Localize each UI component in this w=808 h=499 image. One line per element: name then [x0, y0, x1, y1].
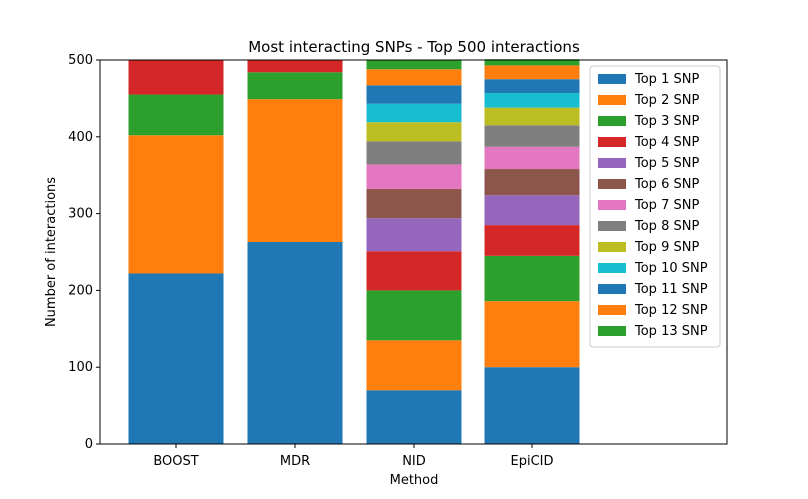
legend-swatch [598, 74, 626, 84]
bars-group [128, 59, 580, 444]
legend-label: Top 8 SNP [634, 219, 699, 234]
legend-swatch [598, 284, 626, 294]
bar-segment [366, 390, 462, 444]
bar-segment [366, 164, 462, 190]
bar-segment [247, 99, 343, 243]
y-tick-label: 400 [68, 130, 93, 145]
y-tick-label: 500 [68, 53, 93, 68]
legend-label: Top 7 SNP [634, 198, 699, 213]
chart-title: Most interacting SNPs - Top 500 interact… [248, 38, 580, 56]
bar-segment [484, 169, 580, 196]
y-axis: 0 100 200 300 400 500 [68, 53, 100, 452]
legend-label: Top 9 SNP [634, 240, 699, 255]
bar-segment [366, 60, 462, 70]
bar-segment [366, 85, 462, 104]
bar-segment [484, 301, 580, 368]
legend-swatch [598, 137, 626, 147]
legend-label: Top 1 SNP [634, 72, 699, 87]
bar-segment [366, 122, 462, 142]
legend-label: Top 6 SNP [634, 177, 699, 192]
y-tick-label: 0 [85, 437, 93, 452]
x-tick-label: MDR [280, 454, 310, 469]
legend-swatch [598, 116, 626, 126]
bar-segment [484, 125, 580, 147]
bar-segment [484, 195, 580, 226]
bar-segment [484, 255, 580, 302]
bar-segment [247, 60, 343, 73]
bar-segment [128, 94, 224, 136]
legend-swatch [598, 263, 626, 273]
y-tick-label: 100 [68, 360, 93, 375]
legend-label: Top 2 SNP [634, 93, 699, 108]
bar-segment [366, 69, 462, 86]
legend-swatch [598, 326, 626, 336]
bar-segment [366, 218, 462, 252]
bar-segment [484, 65, 580, 80]
bar-segment [484, 107, 580, 126]
bar-segment [366, 290, 462, 341]
bar-segment [484, 367, 580, 444]
bar-segment [366, 141, 462, 165]
y-axis-label: Number of interactions [44, 177, 59, 327]
bar-segment [366, 189, 462, 219]
x-tick-label: NID [402, 454, 426, 469]
x-tick-label: EpiCID [511, 454, 554, 469]
legend-box [589, 65, 721, 348]
legend-swatch [598, 158, 626, 168]
legend: Top 1 SNP Top 2 SNP Top 3 SNP Top 4 SNP Top … [589, 65, 721, 348]
legend-label: Top 11 SNP [634, 282, 708, 297]
x-axis-label: Method [390, 473, 439, 488]
legend-swatch [598, 242, 626, 252]
legend-swatch [598, 95, 626, 105]
plot-frame [99, 59, 728, 445]
legend-swatch [598, 305, 626, 315]
legend-swatch [598, 200, 626, 210]
bar-segment [366, 251, 462, 291]
y-tick-label: 200 [68, 283, 93, 298]
bar-segment [366, 340, 462, 391]
legend-label: Top 4 SNP [634, 135, 699, 150]
bar-segment [128, 135, 224, 274]
bar-segment [247, 242, 343, 444]
legend-swatch [598, 179, 626, 189]
bar-segment [484, 93, 580, 108]
legend-label: Top 13 SNP [634, 324, 708, 339]
bar-segment [484, 59, 580, 66]
legend-swatch [598, 221, 626, 231]
bar-segment [484, 146, 580, 170]
legend-label: Top 3 SNP [634, 114, 699, 129]
bar-segment [247, 72, 343, 100]
bar-segment [366, 103, 462, 123]
legend-label: Top 12 SNP [634, 303, 708, 318]
x-axis: BOOST MDR NID EpiCID [153, 444, 554, 469]
bar-segment [128, 273, 224, 444]
legend-label: Top 10 SNP [634, 261, 708, 276]
bar-segment [128, 60, 224, 95]
bar-segment [484, 225, 580, 256]
y-tick-label: 300 [68, 207, 93, 222]
x-tick-label: BOOST [153, 454, 198, 469]
legend-label: Top 5 SNP [634, 156, 699, 171]
bar-segment [484, 79, 580, 94]
